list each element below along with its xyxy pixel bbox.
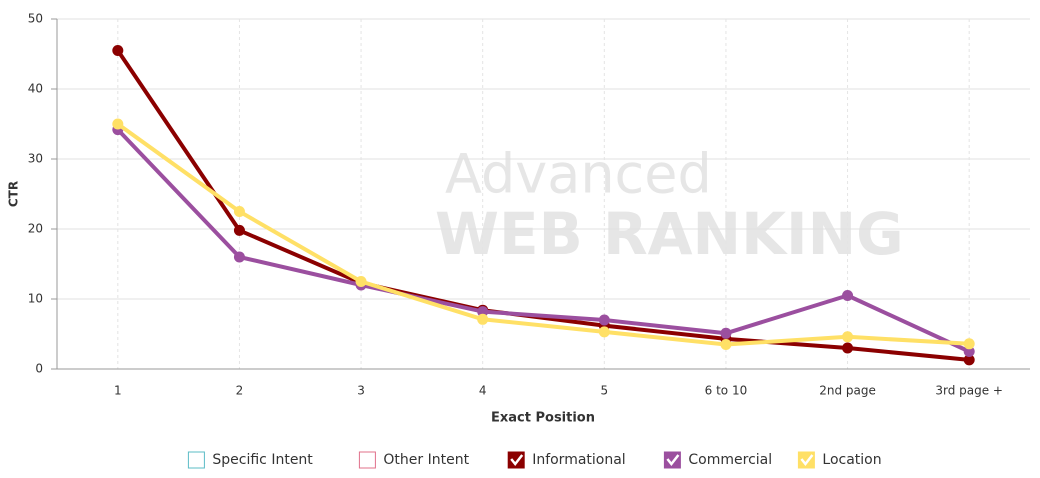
watermark: WEB RANKING <box>435 200 904 268</box>
data-point <box>842 342 854 354</box>
data-point <box>842 290 854 301</box>
data-point <box>720 339 732 350</box>
data-point <box>598 326 610 338</box>
legend-item[interactable]: Informational <box>507 451 626 469</box>
x-tick-label: 5 <box>600 384 608 398</box>
x-tick-label: 3rd page + <box>935 384 1003 398</box>
watermark: Advanced <box>445 143 712 206</box>
legend-label: Specific Intent <box>212 452 313 468</box>
data-point <box>112 118 124 130</box>
x-axis-label: Exact Position <box>491 411 595 426</box>
x-tick-label: 3 <box>357 384 365 398</box>
legend-check <box>800 454 814 467</box>
series-line <box>116 128 971 354</box>
legend-label: Informational <box>532 452 626 468</box>
y-axis-label: CTR <box>7 181 21 207</box>
y-tick-label: 30 <box>28 152 43 166</box>
legend-label: Location <box>822 452 881 468</box>
legend-checkbox <box>187 451 205 469</box>
data-point <box>477 313 489 325</box>
x-tick-label: 2 <box>236 384 244 398</box>
legend-item[interactable]: Other Intent <box>358 451 470 469</box>
data-point <box>355 276 367 287</box>
series-line <box>116 49 970 362</box>
data-point <box>963 354 975 366</box>
x-tick-label: 4 <box>479 384 487 398</box>
legend-check <box>510 454 524 467</box>
x-tick-label: 6 to 10 <box>705 384 748 398</box>
data-point <box>720 327 732 339</box>
legend-check <box>666 454 680 467</box>
data-point <box>963 338 975 350</box>
series-line <box>116 122 970 347</box>
y-tick-label: 10 <box>28 292 43 306</box>
legend-checkbox <box>358 451 376 469</box>
data-point <box>598 314 610 326</box>
legend-item[interactable]: Commercial <box>663 451 772 469</box>
data-point <box>477 306 489 318</box>
legend-label: Other Intent <box>383 452 469 468</box>
x-tick-label: 2nd page <box>819 384 876 398</box>
legend-item[interactable]: Location <box>797 451 882 469</box>
y-tick-label: 0 <box>35 362 43 376</box>
y-tick-label: 50 <box>28 12 43 26</box>
y-tick-label: 40 <box>28 82 43 96</box>
data-point <box>233 251 245 263</box>
data-point <box>963 346 975 357</box>
data-point <box>233 224 245 236</box>
legend-label: Commercial <box>688 452 772 468</box>
data-point <box>112 45 124 56</box>
data-point <box>233 206 245 217</box>
y-tick-label: 20 <box>28 222 43 236</box>
data-point <box>842 331 854 343</box>
legend-item[interactable]: Specific Intent <box>187 451 313 469</box>
x-tick-label: 1 <box>114 384 122 398</box>
